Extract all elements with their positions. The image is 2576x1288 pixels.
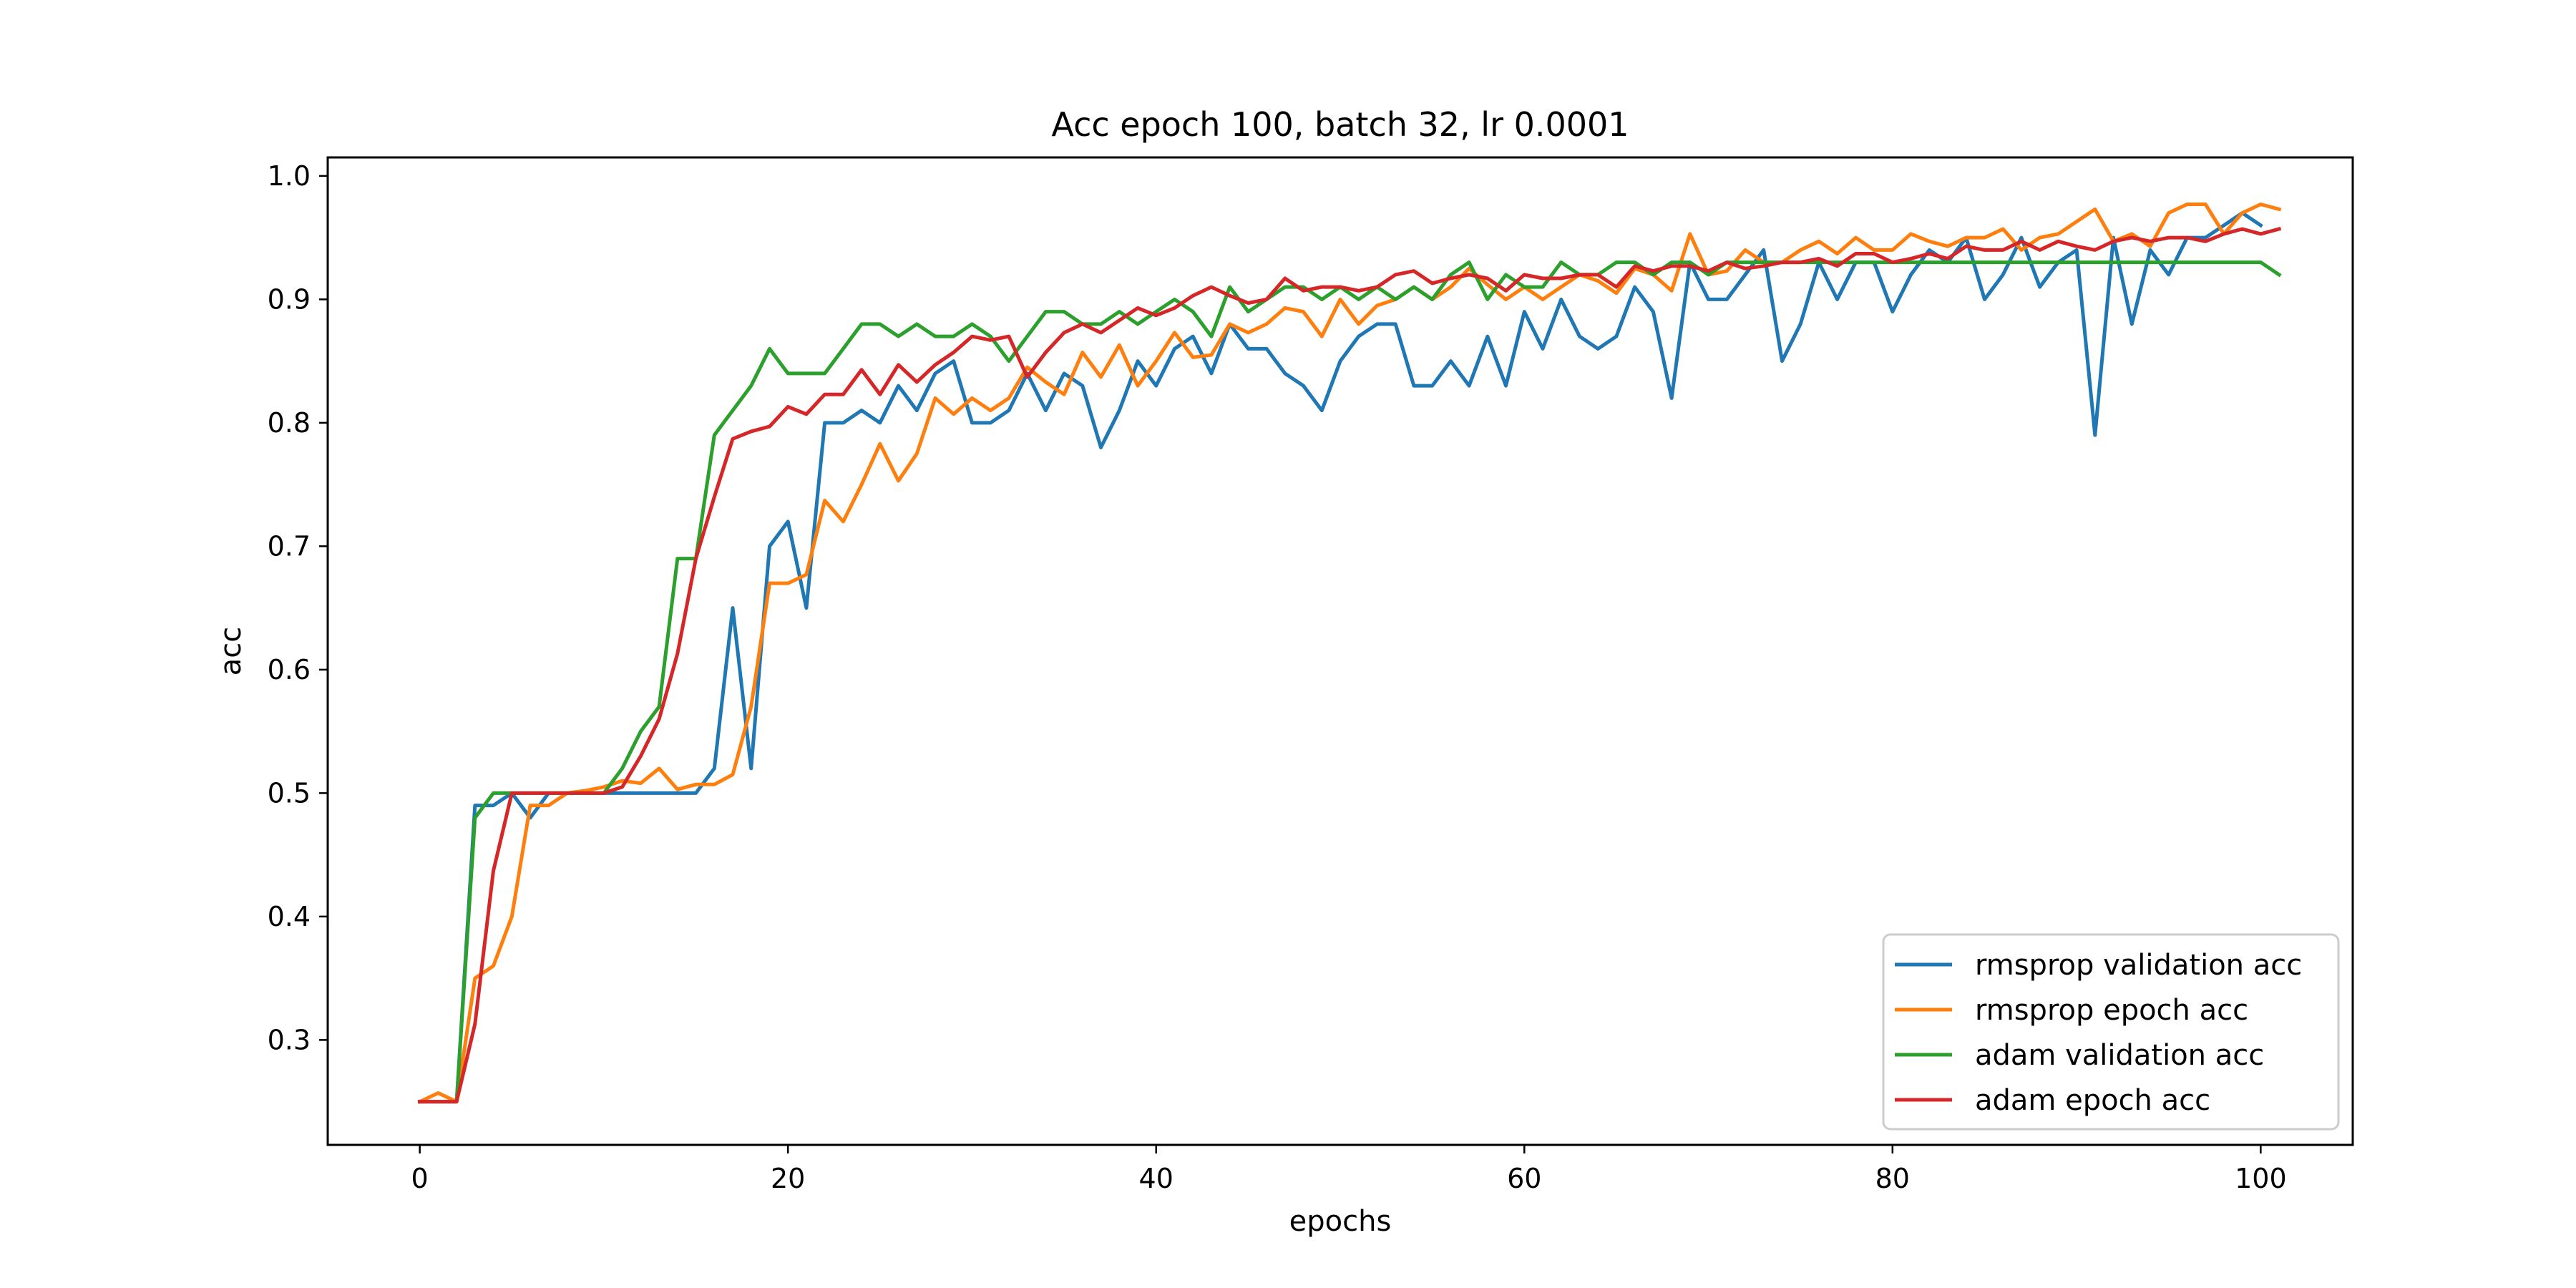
legend-label-adam-epoch-acc: adam epoch acc — [1975, 1084, 2210, 1117]
x-tick-label: 20 — [771, 1163, 805, 1194]
y-axis-title: acc — [215, 627, 248, 676]
chart-title: Acc epoch 100, batch 32, lr 0.0001 — [1051, 105, 1629, 144]
legend-entries: rmsprop validation acc rmsprop epoch acc a… — [1895, 949, 2302, 1117]
x-tick-label: 60 — [1507, 1163, 1541, 1194]
legend-label-adam-validation-acc: adam validation acc — [1975, 1039, 2264, 1072]
legend: rmsprop validation acc rmsprop epoch acc a… — [1882, 933, 2340, 1131]
series-line-rmsprop-epoch-acc — [417, 203, 2282, 1104]
x-tick-label: 0 — [411, 1163, 429, 1194]
x-tick-label: 40 — [1139, 1163, 1174, 1194]
x-axis: 0 20 40 60 80 100 — [411, 1145, 2287, 1194]
legend-box — [1882, 933, 2340, 1131]
y-tick-label: 0.6 — [268, 654, 311, 686]
series-layer — [417, 203, 2282, 1104]
y-tick-label: 1.0 — [268, 160, 311, 192]
y-tick-label: 0.4 — [268, 901, 311, 932]
x-axis-title: epochs — [1289, 1205, 1392, 1238]
y-tick-label: 0.8 — [268, 407, 311, 439]
y-tick-label: 0.3 — [268, 1024, 311, 1055]
y-tick-label: 0.9 — [268, 283, 311, 315]
legend-label-rmsprop-validation-acc: rmsprop validation acc — [1975, 949, 2302, 982]
y-tick-label: 0.7 — [268, 530, 311, 562]
x-tick-label: 100 — [2235, 1163, 2287, 1194]
series-line-adam-validation-acc — [418, 260, 2282, 1104]
y-tick-label: 0.5 — [268, 777, 311, 809]
series-line-adam-epoch-acc — [418, 226, 2282, 1104]
plot-frame — [326, 156, 2354, 1146]
y-axis: 0.3 0.4 0.5 0.6 0.7 0.8 0.9 1.0 — [268, 160, 328, 1055]
legend-label-rmsprop-epoch-acc: rmsprop epoch acc — [1975, 994, 2248, 1027]
x-tick-label: 80 — [1875, 1163, 1910, 1194]
